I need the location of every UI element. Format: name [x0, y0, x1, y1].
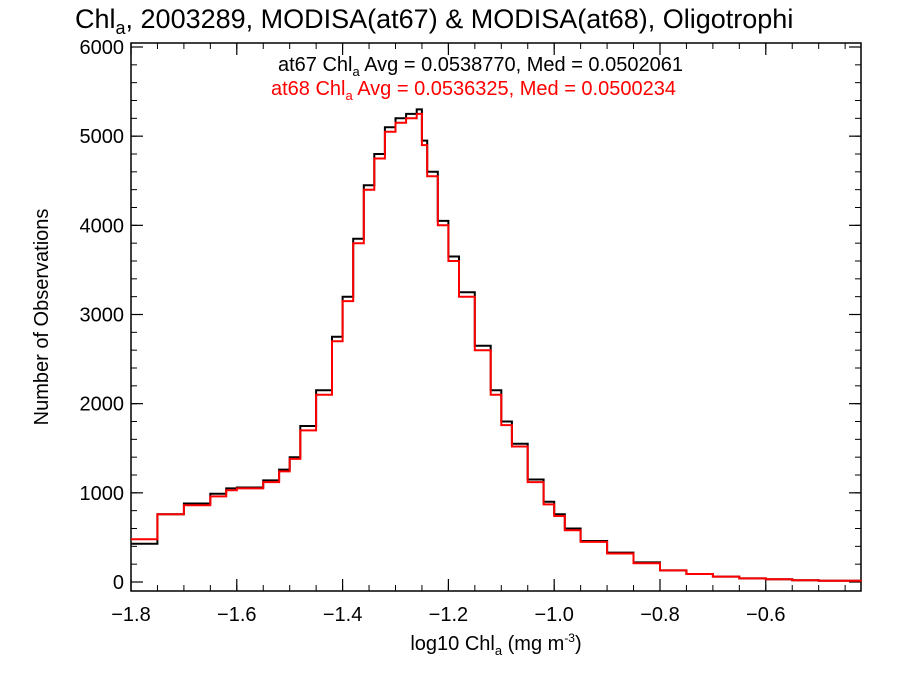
title-subscript: a: [116, 18, 127, 38]
y-axis-ticks: 0 1000 2000 3000 4000 5000 6000: [80, 37, 861, 594]
x-tick-label: −0.6: [746, 604, 785, 626]
title-prefix: Chl: [75, 4, 116, 34]
series-line-at68: [131, 112, 862, 582]
stats-at68-rest: Avg = 0.0536325, Med = 0.0500234: [353, 78, 676, 100]
x-label-prefix: log10 Chl: [410, 633, 495, 655]
series-line-at67: [131, 108, 862, 582]
x-tick-label: −1.8: [111, 604, 150, 626]
y-tick-label: 5000: [80, 126, 125, 148]
y-tick-label: 3000: [80, 305, 125, 327]
x-label-subscript: a: [495, 643, 503, 658]
chart-title: Chla, 2003289, MODISA(at67) & MODISA(at6…: [75, 4, 793, 38]
x-tick-label: −1.2: [429, 604, 468, 626]
x-label-middle: (mg m: [502, 633, 564, 655]
y-tick-label: 4000: [80, 215, 125, 237]
stats-at67-subscript: a: [353, 64, 361, 79]
x-label-suffix: ): [575, 633, 582, 655]
x-tick-label: −0.8: [640, 604, 679, 626]
x-label-superscript: -3: [564, 631, 575, 645]
y-tick-label: 2000: [80, 394, 125, 416]
y-tick-label: 0: [113, 572, 124, 594]
x-tick-label: −1.0: [534, 604, 573, 626]
stats-at67: at67 Chla Avg = 0.0538770, Med = 0.05020…: [278, 54, 683, 79]
x-tick-label: −1.6: [217, 604, 256, 626]
y-tick-label: 1000: [80, 483, 125, 505]
stats-at68: at68 Chla Avg = 0.0536325, Med = 0.05002…: [271, 78, 676, 103]
x-tick-label: −1.4: [323, 604, 362, 626]
stats-at67-prefix: at67 Chl: [278, 54, 353, 76]
y-tick-label: 6000: [80, 37, 125, 59]
stats-at67-rest: Avg = 0.0538770, Med = 0.0502061: [360, 54, 683, 76]
y-axis-label: Number of Observations: [31, 209, 53, 426]
stats-at68-subscript: a: [346, 88, 354, 103]
stats-at68-prefix: at68 Chl: [271, 78, 346, 100]
series-layer: [131, 108, 862, 582]
x-axis-label: log10 Chla (mg m-3): [410, 631, 581, 658]
title-rest: , 2003289, MODISA(at67) & MODISA(at68), …: [126, 4, 794, 34]
x-axis-ticks: −1.8 −1.6 −1.4 −1.2 −1.0 −0.8 −0.6: [111, 43, 846, 626]
plot-frame: [130, 42, 862, 592]
